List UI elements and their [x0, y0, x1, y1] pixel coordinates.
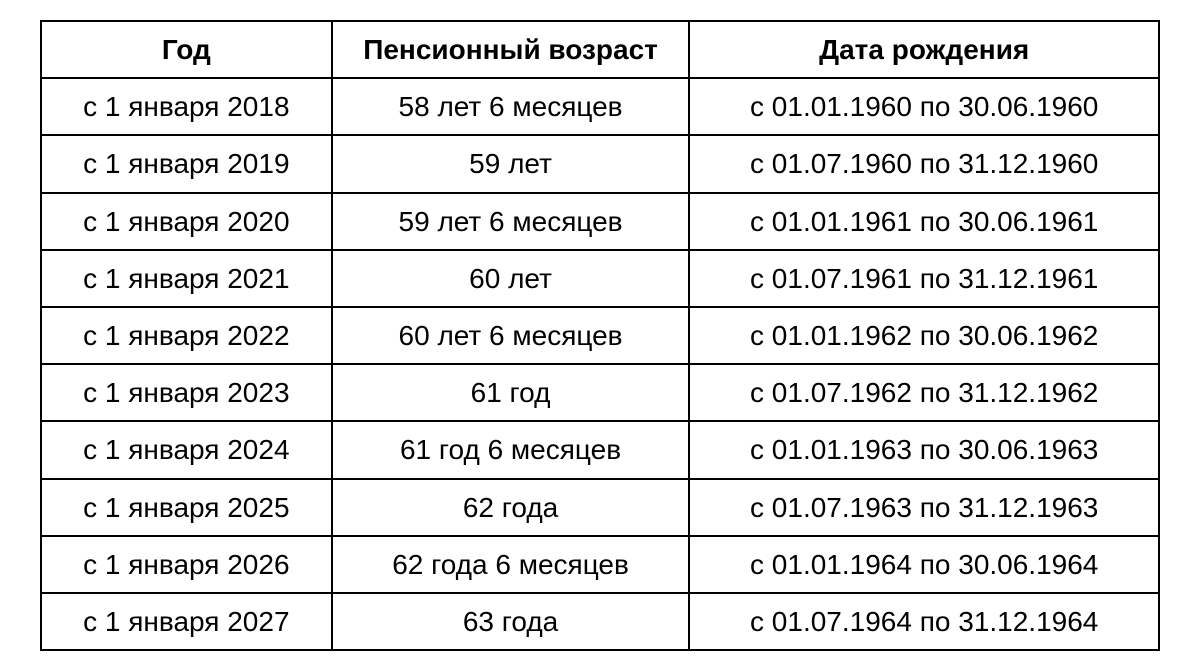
table-row: с 1 января 2018 58 лет 6 месяцев с 01.01…: [41, 78, 1159, 135]
cell-year: с 1 января 2022: [41, 307, 332, 364]
table-row: с 1 января 2026 62 года 6 месяцев с 01.0…: [41, 536, 1159, 593]
table-row: с 1 января 2027 63 года с 01.07.1964 по …: [41, 593, 1159, 650]
table-body: с 1 января 2018 58 лет 6 месяцев с 01.01…: [41, 78, 1159, 650]
cell-age: 60 лет 6 месяцев: [332, 307, 690, 364]
cell-age: 60 лет: [332, 250, 690, 307]
cell-year: с 1 января 2026: [41, 536, 332, 593]
table-header-row: Год Пенсионный возраст Дата рождения: [41, 21, 1159, 78]
table-row: с 1 января 2020 59 лет 6 месяцев с 01.01…: [41, 193, 1159, 250]
table-row: с 1 января 2025 62 года с 01.07.1963 по …: [41, 479, 1159, 536]
cell-age: 63 года: [332, 593, 690, 650]
cell-year: с 1 января 2024: [41, 421, 332, 478]
cell-age: 62 года 6 месяцев: [332, 536, 690, 593]
cell-year: с 1 января 2021: [41, 250, 332, 307]
cell-dob: с 01.07.1960 по 31.12.1960: [689, 135, 1159, 192]
cell-dob: с 01.01.1964 по 30.06.1964: [689, 536, 1159, 593]
cell-year: с 1 января 2018: [41, 78, 332, 135]
cell-dob: с 01.01.1962 по 30.06.1962: [689, 307, 1159, 364]
cell-dob: с 01.01.1963 по 30.06.1963: [689, 421, 1159, 478]
cell-age: 59 лет: [332, 135, 690, 192]
cell-dob: с 01.01.1960 по 30.06.1960: [689, 78, 1159, 135]
table-row: с 1 января 2021 60 лет с 01.07.1961 по 3…: [41, 250, 1159, 307]
cell-age: 61 год 6 месяцев: [332, 421, 690, 478]
table-row: с 1 января 2019 59 лет с 01.07.1960 по 3…: [41, 135, 1159, 192]
cell-dob: с 01.07.1961 по 31.12.1961: [689, 250, 1159, 307]
cell-dob: с 01.07.1963 по 31.12.1963: [689, 479, 1159, 536]
header-age: Пенсионный возраст: [332, 21, 690, 78]
header-year: Год: [41, 21, 332, 78]
table-row: с 1 января 2023 61 год с 01.07.1962 по 3…: [41, 364, 1159, 421]
cell-age: 58 лет 6 месяцев: [332, 78, 690, 135]
cell-year: с 1 января 2023: [41, 364, 332, 421]
table-row: с 1 января 2022 60 лет 6 месяцев с 01.01…: [41, 307, 1159, 364]
cell-age: 62 года: [332, 479, 690, 536]
cell-age: 61 год: [332, 364, 690, 421]
table-header: Год Пенсионный возраст Дата рождения: [41, 21, 1159, 78]
table-row: с 1 января 2024 61 год 6 месяцев с 01.01…: [41, 421, 1159, 478]
cell-age: 59 лет 6 месяцев: [332, 193, 690, 250]
cell-year: с 1 января 2019: [41, 135, 332, 192]
cell-dob: с 01.07.1964 по 31.12.1964: [689, 593, 1159, 650]
pension-age-table: Год Пенсионный возраст Дата рождения с 1…: [40, 20, 1160, 651]
header-dob: Дата рождения: [689, 21, 1159, 78]
cell-year: с 1 января 2027: [41, 593, 332, 650]
cell-dob: с 01.07.1962 по 31.12.1962: [689, 364, 1159, 421]
cell-year: с 1 января 2025: [41, 479, 332, 536]
cell-dob: с 01.01.1961 по 30.06.1961: [689, 193, 1159, 250]
cell-year: с 1 января 2020: [41, 193, 332, 250]
